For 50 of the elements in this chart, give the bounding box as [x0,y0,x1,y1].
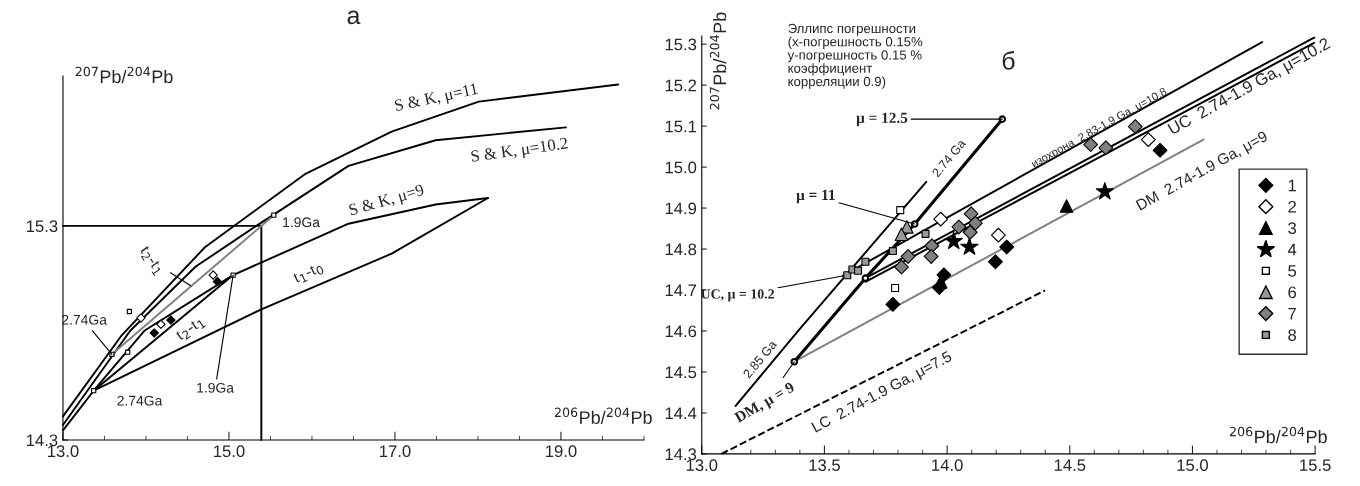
x-tick-label: 15.5 [1300,459,1331,472]
legend-label: 1 [1288,179,1296,192]
annotation: 2.74Ga [117,395,163,406]
annotation: DM, μ = 9 [733,381,797,426]
annotation: S & K, μ=9 [348,183,426,219]
legend-label: 8 [1288,329,1297,341]
y-tick-label: 15.2 [665,79,697,92]
annotation: S & K, μ=10.2 [470,137,569,166]
x-tick-label: 14.5 [1054,459,1086,472]
x-tick-label: 19.0 [546,445,577,458]
annotation: 1.9Ga [197,382,234,393]
y-tick-label: 14.9 [665,202,697,215]
y-tick-label: 14.3 [26,434,58,447]
y-tick-label: 15.1 [665,120,697,133]
chart-title: б [1002,51,1015,70]
annotation: t$_{2}$-t$_{1}$ [175,316,206,343]
annotation: Эллипс погрешности (x-погрешность 0.15% y-погрешность 0.15 % коэффициент корреляции 0.9) [787,23,923,89]
x-tick-label: 15.0 [1177,459,1209,472]
x-tick-label: 13.0 [686,459,718,472]
y-tick-label: 15.0 [665,161,697,174]
x-axis-title: $^{206}$Pb/$^{204}$Pb [1229,426,1327,444]
x-tick-label: 15.0 [214,445,245,458]
legend-label: 7 [1288,307,1296,320]
y-tick-label: 14.7 [665,284,697,297]
annotation: S & K, μ=11 [394,82,479,115]
y-axis-title: $^{207}$Pb/$^{204}$Pb [709,12,727,110]
y-tick-label: 15.3 [26,220,58,233]
legend-label: 5 [1288,265,1297,277]
y-tick-label: 14.4 [665,407,697,419]
annotation: 1.9Ga [283,217,320,228]
annotation: μ = 11 [796,189,835,204]
annotation: t$_{2}$-t$_{1}$ [137,245,165,276]
y-tick-label: 14.3 [665,448,697,461]
x-tick-label: 14.0 [932,459,963,472]
legend-label: 3 [1288,222,1297,235]
y-tick-label: 15.3 [665,38,697,51]
legend-label: 4 [1287,243,1297,256]
y-axis-title: $^{207}$Pb/$^{204}$Pb [75,66,173,84]
x-tick-label: 13.0 [48,445,79,458]
x-axis-title: $^{206}$Pb/$^{204}$Pb [554,407,652,424]
annotation: t$_{1}$-t$_{0}$ [292,261,325,286]
y-tick-label: 14.8 [665,243,697,256]
chart-title: а [347,10,361,25]
x-tick-label: 17.0 [380,445,411,458]
x-tick-label: 13.5 [809,459,840,472]
legend-label: 6 [1288,286,1297,299]
legend-label: 2 [1288,200,1296,213]
annotation: μ = 12.5 [856,112,908,127]
y-tick-label: 14.5 [665,366,697,379]
y-tick-label: 14.6 [665,325,697,338]
